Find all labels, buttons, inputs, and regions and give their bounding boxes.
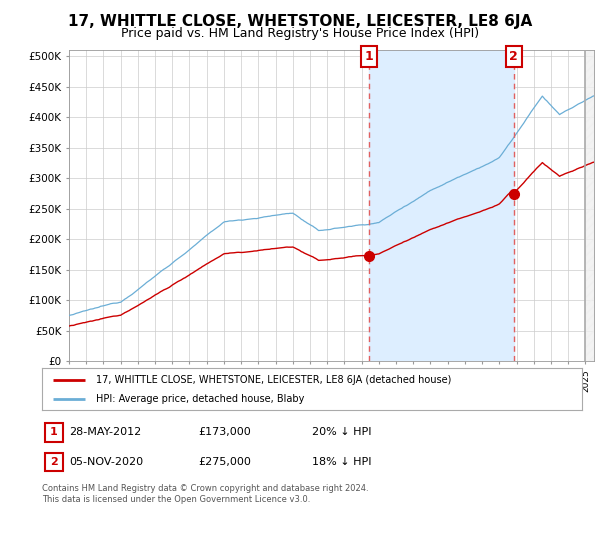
Text: 17, WHITTLE CLOSE, WHETSTONE, LEICESTER, LE8 6JA: 17, WHITTLE CLOSE, WHETSTONE, LEICESTER,… [68,14,532,29]
Text: 05-NOV-2020: 05-NOV-2020 [69,457,143,467]
Text: 20% ↓ HPI: 20% ↓ HPI [312,427,371,437]
Text: Contains HM Land Registry data © Crown copyright and database right 2024.
This d: Contains HM Land Registry data © Crown c… [42,484,368,504]
Text: £173,000: £173,000 [198,427,251,437]
Text: 18% ↓ HPI: 18% ↓ HPI [312,457,371,467]
Bar [586,50,594,361]
Text: 1: 1 [364,50,373,63]
Text: HPI: Average price, detached house, Blaby: HPI: Average price, detached house, Blab… [96,394,304,404]
Text: £275,000: £275,000 [198,457,251,467]
Text: 2: 2 [509,50,518,63]
Text: Price paid vs. HM Land Registry's House Price Index (HPI): Price paid vs. HM Land Registry's House … [121,27,479,40]
Text: 28-MAY-2012: 28-MAY-2012 [69,427,141,437]
Text: 2: 2 [50,457,58,467]
Text: 17, WHITTLE CLOSE, WHETSTONE, LEICESTER, LE8 6JA (detached house): 17, WHITTLE CLOSE, WHETSTONE, LEICESTER,… [96,375,451,385]
Text: 1: 1 [50,427,58,437]
Bar [369,50,514,361]
